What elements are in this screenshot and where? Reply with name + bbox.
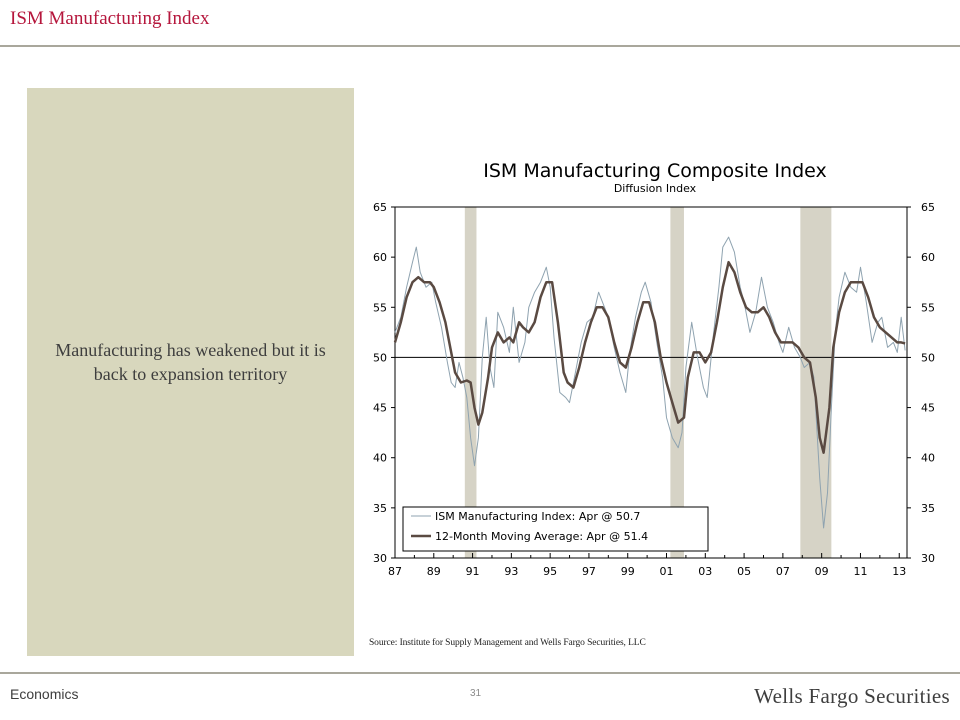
x-tick-label: 03 bbox=[698, 565, 712, 578]
brand-logo-text: Wells Fargo Securities bbox=[754, 684, 950, 708]
y-tick-label-left: 35 bbox=[373, 502, 387, 515]
legend-label: 12-Month Moving Average: Apr @ 51.4 bbox=[435, 530, 648, 543]
x-tick-label: 91 bbox=[466, 565, 480, 578]
slide-title: ISM Manufacturing Index bbox=[10, 8, 210, 29]
y-tick-label-right: 60 bbox=[921, 251, 935, 264]
page-number: 31 bbox=[470, 688, 482, 699]
y-tick-label-right: 35 bbox=[921, 502, 935, 515]
ism-chart: ISM Manufacturing Composite Index Diffus… bbox=[373, 160, 935, 578]
commentary-panel: Manufacturing has weakened but it is bac… bbox=[27, 88, 354, 656]
x-tick-label: 99 bbox=[621, 565, 635, 578]
y-tick-label-left: 50 bbox=[373, 351, 387, 364]
y-tick-label-left: 55 bbox=[373, 301, 387, 314]
y-tick-label-right: 40 bbox=[921, 452, 935, 465]
title-divider bbox=[0, 45, 960, 47]
chart-subtitle: Diffusion Index bbox=[614, 182, 697, 195]
y-tick-label-left: 65 bbox=[373, 201, 387, 214]
footer-divider bbox=[0, 672, 960, 674]
footer-section-label: Economics bbox=[10, 686, 79, 702]
commentary-text: Manufacturing has weakened but it is bac… bbox=[55, 340, 326, 384]
ism-index-line bbox=[394, 236, 906, 529]
chart-title: ISM Manufacturing Composite Index bbox=[483, 160, 826, 182]
x-tick-label: 11 bbox=[853, 565, 867, 578]
x-tick-label: 13 bbox=[892, 565, 906, 578]
source-note: Source: Institute for Supply Management … bbox=[369, 638, 646, 648]
plot-frame bbox=[394, 206, 908, 559]
y-tick-label-left: 40 bbox=[373, 452, 387, 465]
moving-average-line bbox=[393, 260, 906, 454]
x-tick-label: 05 bbox=[737, 565, 751, 578]
series-lines bbox=[393, 236, 906, 529]
y-tick-label-right: 65 bbox=[921, 201, 935, 214]
y-tick-label-right: 55 bbox=[921, 301, 935, 314]
y-tick-label-left: 45 bbox=[373, 402, 387, 415]
y-tick-label-left: 60 bbox=[373, 251, 387, 264]
y-tick-label-left: 30 bbox=[373, 552, 387, 565]
x-tick-label: 95 bbox=[543, 565, 557, 578]
y-tick-label-right: 50 bbox=[921, 351, 935, 364]
x-tick-label: 89 bbox=[427, 565, 441, 578]
x-tick-label: 07 bbox=[776, 565, 790, 578]
x-tick-label: 09 bbox=[815, 565, 829, 578]
chart-legend: ISM Manufacturing Index: Apr @ 50.7 12-Mo… bbox=[402, 506, 709, 552]
x-tick-label: 01 bbox=[660, 565, 674, 578]
legend-box bbox=[402, 506, 709, 552]
x-tick-label: 93 bbox=[504, 565, 518, 578]
y-tick-label-right: 30 bbox=[921, 552, 935, 565]
x-tick-label: 87 bbox=[388, 565, 402, 578]
legend-label: ISM Manufacturing Index: Apr @ 50.7 bbox=[435, 510, 640, 523]
y-tick-label-right: 45 bbox=[921, 402, 935, 415]
recession-bands bbox=[464, 207, 832, 558]
x-tick-label: 97 bbox=[582, 565, 596, 578]
recession-band bbox=[800, 207, 832, 558]
recession-band bbox=[670, 207, 684, 558]
axis-ticks: 30 30 35 35 40 40 45 45 50 50 55 55 60 60 65 65 87 89 91 93… bbox=[373, 201, 935, 578]
